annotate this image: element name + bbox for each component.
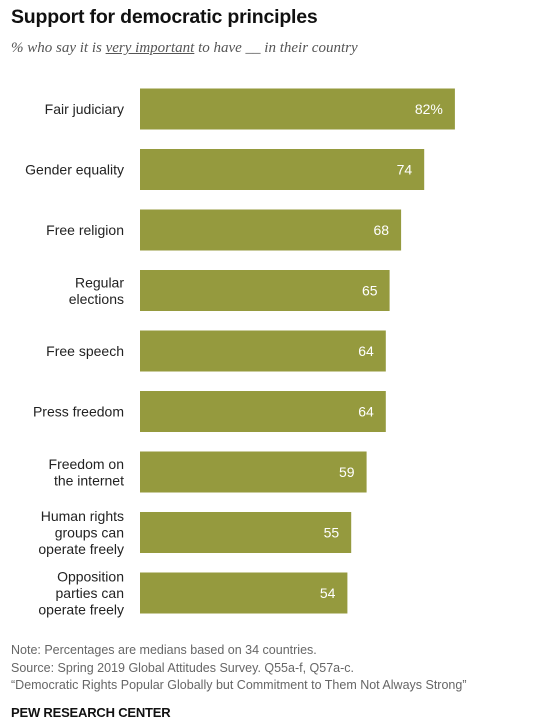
category-label-3: Free religion [46, 222, 124, 238]
value-label-4: 65 [362, 283, 378, 299]
bar-chart: 82% Fair judiciary 74 Gender equality 68 Free… [25, 88, 455, 618]
category-label-8: Human rights groups can operate freely [38, 508, 124, 557]
subtitle-emphasis: very important [105, 40, 195, 56]
value-label-1: 82% [415, 101, 443, 117]
value-label-5: 64 [358, 343, 374, 359]
category-label-1: Fair judiciary [45, 101, 124, 117]
note-text: Note: Percentages are medians based on 3… [11, 643, 317, 657]
category-label-4: Regular elections [69, 274, 125, 307]
bar-3 [140, 209, 402, 251]
value-label-6: 64 [358, 404, 374, 420]
source-text: Source: Spring 2019 Global Attitudes Sur… [11, 660, 355, 675]
value-label-9: 54 [320, 585, 336, 601]
value-label-3: 68 [374, 222, 390, 238]
category-label-2: Gender equality [25, 162, 124, 178]
subtitle-suffix: to have __ in their country [194, 40, 358, 56]
bar-5 [140, 330, 386, 372]
chart-title: Support for democratic principles [11, 6, 318, 28]
value-label-2: 74 [397, 162, 413, 178]
category-label-6: Press freedom [33, 404, 124, 420]
source-organization: PEW RESEARCH CENTER [11, 705, 171, 720]
category-label-7: Freedom on the internet [49, 456, 125, 489]
report-title: “Democratic Rights Popular Globally but … [11, 678, 467, 692]
bar-8 [140, 512, 352, 553]
bar-1 [140, 88, 455, 130]
bar-4 [140, 270, 390, 311]
value-label-7: 59 [339, 464, 355, 480]
bar-6 [140, 391, 386, 432]
category-label-9: Opposition parties can operate freely [38, 569, 124, 618]
category-label-5: Free speech [46, 343, 124, 359]
bar-7 [140, 451, 367, 493]
value-label-8: 55 [324, 525, 340, 541]
bar-2 [140, 149, 425, 190]
subtitle-prefix: % who say it is [11, 40, 106, 56]
chart-subtitle: % who say it is very important to have _… [11, 40, 358, 57]
footnotes: Note: Percentages are medians based on 3… [11, 642, 467, 695]
bar-9 [140, 572, 348, 614]
